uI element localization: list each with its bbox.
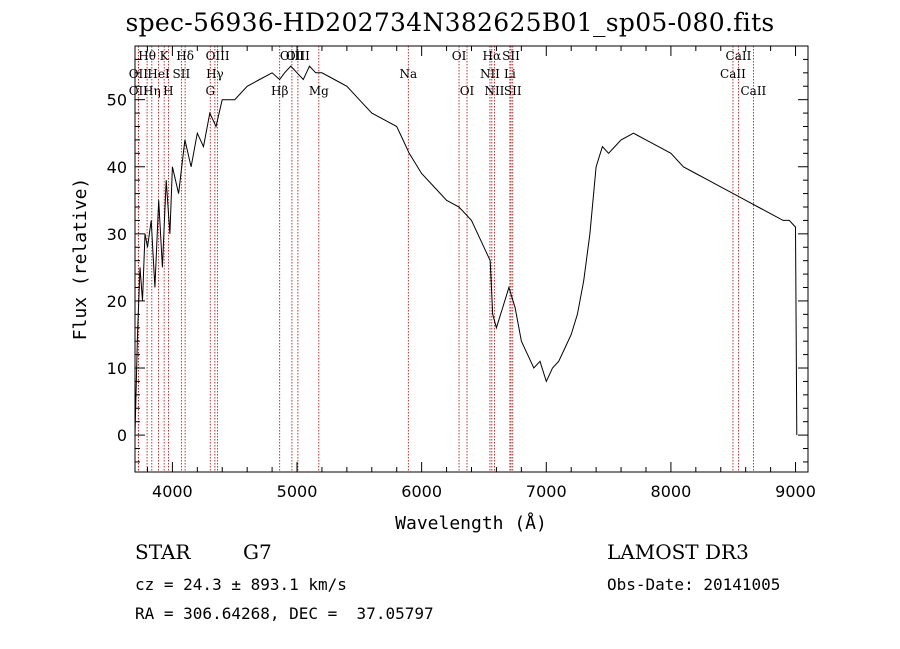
x-tick-label: 7000 — [526, 482, 567, 501]
line-label: Mg — [309, 84, 329, 98]
line-label: OII — [129, 84, 149, 98]
y-tick-label: 10 — [107, 359, 127, 378]
x-tick-label: 4000 — [152, 482, 193, 501]
line-label: SII — [504, 84, 522, 98]
axis-ticks: 4000 5000 6000 7000 8000 9000 0 10 20 30 40 50 — [107, 46, 816, 501]
line-label: Li — [504, 67, 516, 81]
object-subclass: G7 — [243, 540, 272, 564]
plot-frame — [134, 45, 809, 473]
y-tick-label: 20 — [107, 292, 127, 311]
y-tick-label: 0 — [117, 426, 127, 445]
x-tick-label: 9000 — [775, 482, 816, 501]
x-axis-label: Wavelength (Å) — [395, 512, 547, 534]
line-label: Hη — [143, 84, 161, 98]
y-axis-label: Flux (relative) — [70, 178, 91, 341]
line-label: SII — [173, 67, 191, 81]
line-label: Hα — [483, 49, 502, 63]
chart-title: spec-56936-HD202734N382625B01_sp05-080.f… — [125, 8, 775, 37]
line-label: Hδ — [176, 49, 194, 63]
spectrum-line — [134, 65, 798, 436]
survey-name: LAMOST DR3 — [607, 540, 749, 564]
y-tick-label: 30 — [107, 225, 127, 244]
x-tick-label: 5000 — [277, 482, 318, 501]
line-label: K — [160, 49, 170, 63]
emission-line-markers — [137, 46, 754, 472]
x-tick-label: 6000 — [401, 482, 442, 501]
line-label: OI — [452, 49, 467, 63]
y-tick-label: 40 — [107, 158, 127, 177]
line-label: SII — [502, 49, 520, 63]
line-label: CaII — [726, 49, 752, 63]
line-label: Hβ — [271, 84, 288, 98]
line-label: NII — [484, 84, 504, 98]
y-tick-label: 50 — [107, 91, 127, 110]
line-label: OIII — [286, 49, 310, 63]
line-label: H — [163, 84, 173, 98]
line-label: NII — [480, 67, 500, 81]
line-label: Hθ — [138, 49, 156, 63]
line-label: OIII — [280, 49, 304, 63]
line-label: OI — [460, 84, 475, 98]
x-tick-label: 8000 — [651, 482, 692, 501]
observation-date: Obs-Date: 20141005 — [607, 575, 781, 594]
redshift-readout: cz = 24.3 ± 893.1 km/s — [135, 575, 347, 594]
coordinates-readout: RA = 306.64268, DEC = 37.05797 — [135, 604, 434, 623]
line-label: G — [205, 84, 215, 98]
line-label: CaII — [720, 67, 746, 81]
line-label: Hγ — [206, 67, 224, 81]
object-class: STAR — [135, 540, 191, 564]
line-label: HeI — [147, 67, 170, 81]
line-label: OII — [129, 67, 149, 81]
line-label: CaII — [740, 84, 766, 98]
line-label: Na — [399, 67, 417, 81]
line-label: OIII — [206, 49, 230, 63]
